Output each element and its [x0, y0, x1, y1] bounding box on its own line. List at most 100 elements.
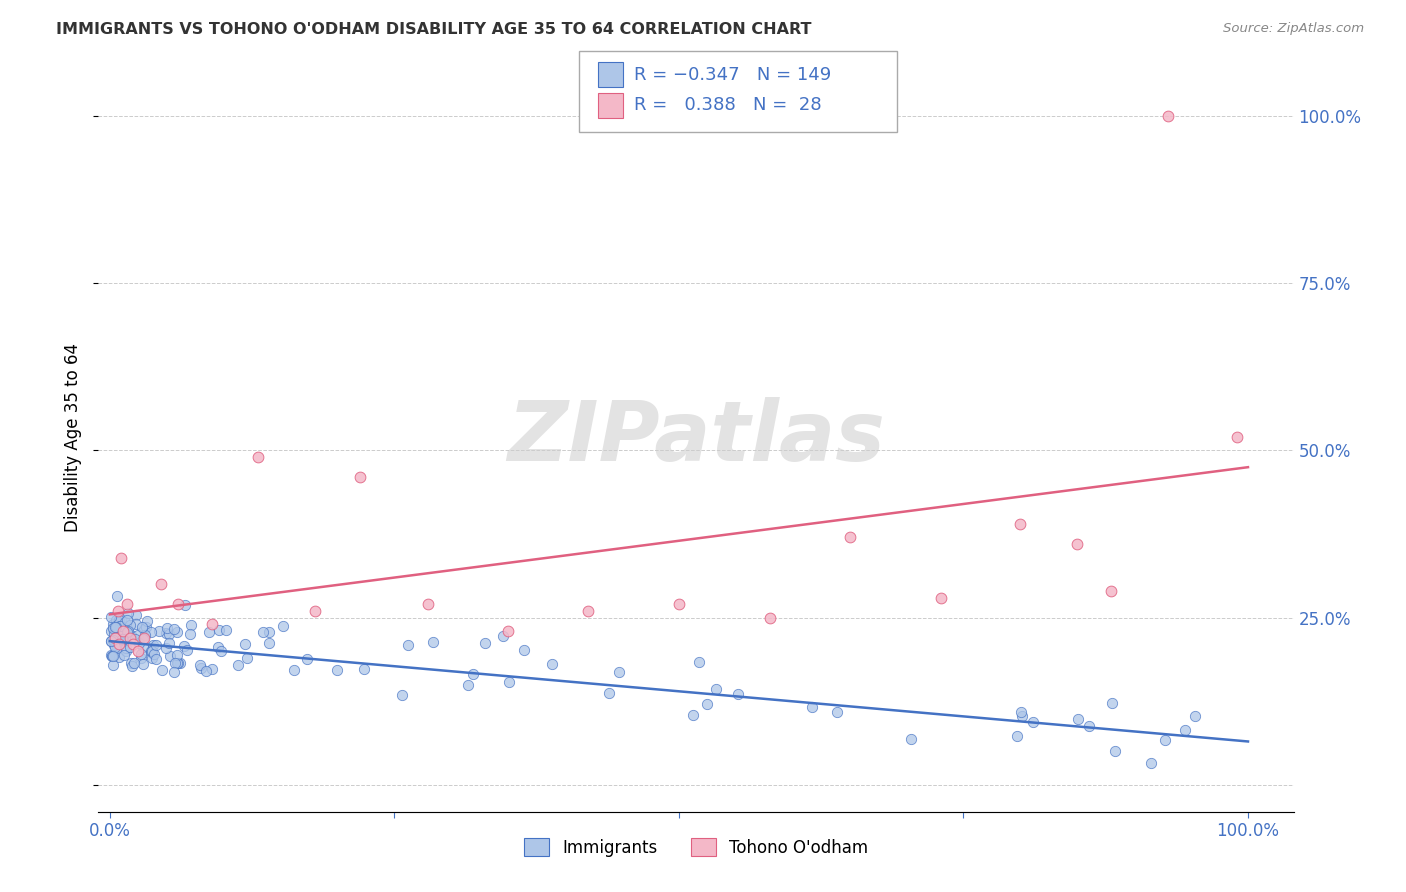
- Point: [179, 626, 201, 640]
- Point: [257, 636, 280, 650]
- Point: [142, 638, 165, 652]
- Point: [150, 577, 173, 591]
- Point: [1010, 517, 1032, 532]
- Point: [176, 643, 198, 657]
- Point: [107, 629, 129, 643]
- Point: [1101, 697, 1123, 711]
- Point: [115, 613, 138, 627]
- Point: [201, 662, 224, 676]
- Point: [115, 625, 138, 640]
- Text: Source: ZipAtlas.com: Source: ZipAtlas.com: [1223, 22, 1364, 36]
- Point: [127, 644, 149, 658]
- Point: [391, 688, 413, 702]
- Point: [682, 707, 704, 722]
- Point: [1021, 715, 1043, 730]
- Point: [115, 632, 138, 647]
- Point: [118, 640, 141, 654]
- Point: [101, 649, 124, 664]
- Y-axis label: Disability Age 35 to 64: Disability Age 35 to 64: [65, 343, 83, 532]
- Point: [233, 637, 256, 651]
- Point: [114, 615, 136, 630]
- Point: [117, 633, 139, 648]
- Point: [1184, 708, 1206, 723]
- Point: [1153, 732, 1175, 747]
- Point: [900, 731, 922, 746]
- Point: [155, 641, 177, 656]
- Point: [157, 635, 180, 649]
- Point: [128, 636, 150, 650]
- Point: [111, 632, 134, 647]
- Point: [1067, 712, 1090, 726]
- Point: [100, 624, 122, 638]
- Point: [156, 621, 179, 635]
- Point: [474, 636, 496, 650]
- Point: [163, 665, 186, 679]
- Point: [129, 651, 152, 665]
- Point: [304, 604, 326, 618]
- Point: [148, 624, 170, 639]
- Point: [107, 635, 129, 649]
- Point: [127, 627, 149, 641]
- Point: [259, 625, 281, 640]
- Point: [103, 627, 125, 641]
- Point: [1104, 744, 1126, 758]
- Point: [173, 639, 195, 653]
- Point: [825, 705, 848, 719]
- Point: [124, 632, 146, 646]
- Point: [132, 631, 155, 645]
- Point: [283, 663, 305, 677]
- Point: [122, 656, 145, 670]
- Point: [110, 550, 132, 565]
- Point: [513, 643, 536, 657]
- Point: [100, 633, 122, 648]
- Point: [607, 665, 630, 680]
- Point: [125, 616, 148, 631]
- Point: [1226, 430, 1249, 444]
- Point: [112, 648, 135, 663]
- Point: [141, 650, 163, 665]
- Point: [132, 632, 155, 646]
- Point: [108, 633, 131, 648]
- Point: [353, 662, 375, 676]
- Point: [108, 637, 131, 651]
- Point: [1099, 584, 1122, 599]
- Point: [463, 666, 485, 681]
- Point: [457, 678, 479, 692]
- Point: [101, 648, 124, 663]
- Point: [121, 637, 143, 651]
- Point: [166, 624, 188, 639]
- Point: [131, 620, 153, 634]
- Point: [108, 613, 131, 627]
- Point: [198, 625, 221, 640]
- Point: [696, 698, 718, 712]
- Point: [104, 640, 127, 655]
- Point: [132, 657, 155, 672]
- Point: [540, 657, 562, 672]
- Point: [104, 613, 127, 627]
- Point: [226, 657, 249, 672]
- Point: [121, 659, 143, 673]
- Point: [104, 620, 127, 634]
- Point: [150, 663, 173, 677]
- Point: [101, 632, 124, 647]
- Point: [163, 656, 186, 670]
- Point: [1078, 719, 1101, 733]
- Legend: Immigrants, Tohono O'odham: Immigrants, Tohono O'odham: [517, 832, 875, 863]
- Point: [174, 599, 197, 613]
- Point: [209, 644, 232, 658]
- Point: [107, 604, 129, 618]
- Point: [120, 657, 142, 671]
- Point: [103, 622, 125, 636]
- Point: [496, 624, 519, 639]
- Point: [236, 650, 259, 665]
- Point: [110, 612, 132, 626]
- Point: [167, 598, 190, 612]
- Point: [418, 598, 440, 612]
- Point: [159, 648, 181, 663]
- Point: [108, 649, 131, 664]
- Point: [727, 687, 749, 701]
- Point: [188, 657, 211, 672]
- Point: [117, 624, 139, 638]
- Point: [166, 648, 188, 662]
- Point: [108, 624, 131, 639]
